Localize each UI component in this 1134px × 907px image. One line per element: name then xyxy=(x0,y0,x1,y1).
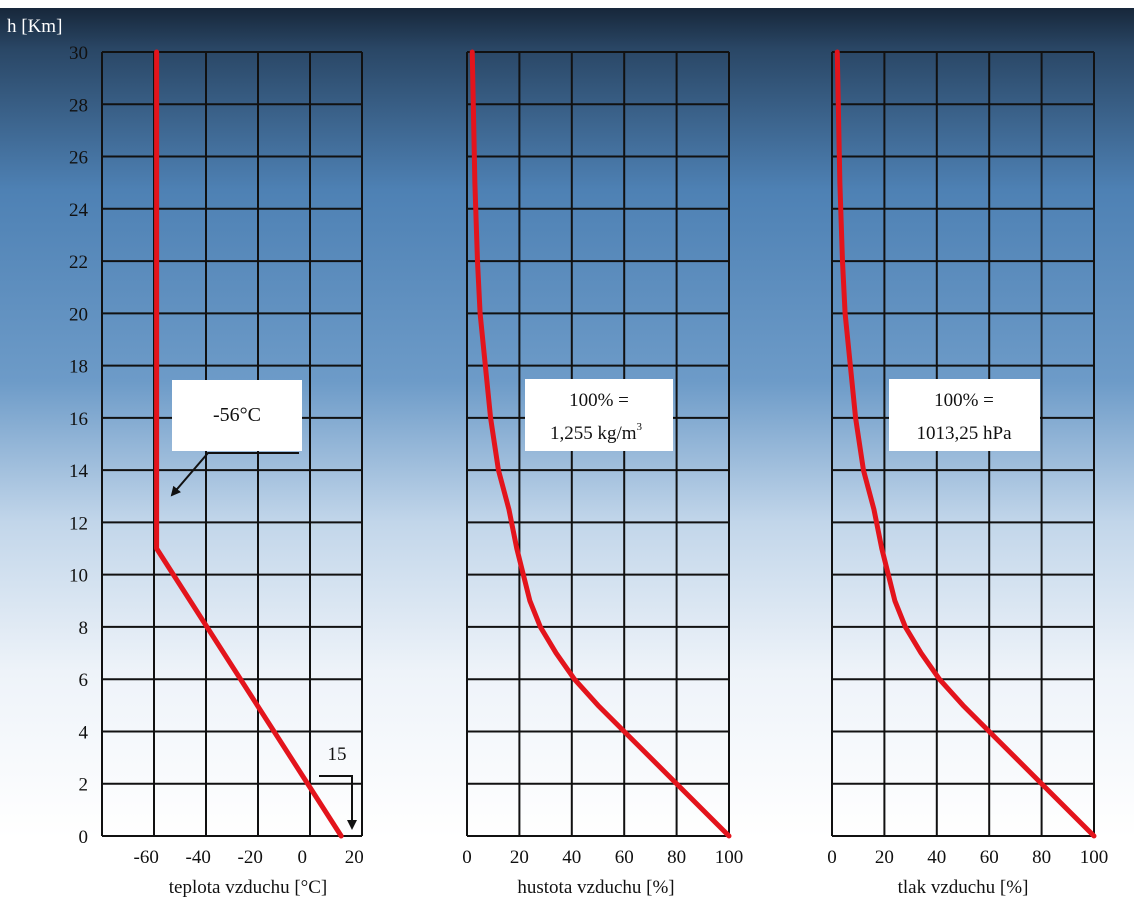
y-tick-label: 26 xyxy=(69,148,88,169)
y-tick-label: 22 xyxy=(69,252,88,273)
x-tick-label: 80 xyxy=(1032,847,1051,868)
surface-value-arrow xyxy=(319,775,357,830)
temperature-annotation-text: -56°C xyxy=(213,404,261,426)
y-tick-label: 2 xyxy=(79,775,89,796)
y-tick-label: 28 xyxy=(69,95,88,116)
pressure-annotation: 100% = 1013,25 hPa xyxy=(889,379,1040,451)
y-tick-label: 20 xyxy=(69,304,88,325)
profile-curve xyxy=(834,49,1097,839)
density-annotation-line1: 100% = xyxy=(569,390,629,411)
surface-annotation: 15 xyxy=(319,744,357,830)
profile-curve xyxy=(154,49,344,839)
y-tick-label: 30 xyxy=(69,43,88,64)
density-annotation-superscript: 3 xyxy=(637,421,643,433)
profile-curve xyxy=(469,49,732,839)
y-tick-label: 4 xyxy=(79,722,89,743)
x-tick-label: 60 xyxy=(615,847,634,868)
x-tick-label: 20 xyxy=(875,847,894,868)
density-panel: 0 20 40 60 80 100 hustota vzduchu [%] xyxy=(462,49,744,898)
density-annotation-unit: 1,255 kg/m xyxy=(550,423,637,444)
y-tick-label: 0 xyxy=(79,827,89,848)
x-tick-label: -40 xyxy=(186,847,211,868)
density-annotation-box xyxy=(525,379,673,451)
temperature-annotation-box xyxy=(172,380,302,451)
x-tick-label: 100 xyxy=(715,847,744,868)
x-tick-label: -20 xyxy=(238,847,263,868)
y-tick-label: 6 xyxy=(79,670,89,691)
x-axis-title: tlak vzduchu [%] xyxy=(898,877,1029,898)
x-tick-label: 0 xyxy=(297,847,307,868)
x-tick-label: -60 xyxy=(134,847,159,868)
y-axis-title: h [Km] xyxy=(7,16,62,37)
y-tick-label: 18 xyxy=(69,357,88,378)
y-tick-label: 24 xyxy=(69,200,89,221)
x-tick-label: 0 xyxy=(827,847,837,868)
density-annotation-line2: 1,255 kg/m3 xyxy=(550,421,643,444)
y-tick-label: 10 xyxy=(69,566,88,587)
temperature-annotation: -56°C xyxy=(170,380,302,497)
x-tick-label: 40 xyxy=(927,847,946,868)
y-tick-label: 14 xyxy=(69,461,89,482)
x-tick-label: 0 xyxy=(462,847,472,868)
x-tick-label: 20 xyxy=(510,847,529,868)
bottom-band xyxy=(0,838,1134,902)
temperature-annotation-arrow xyxy=(170,452,299,497)
pressure-annotation-box xyxy=(889,379,1040,451)
y-tick-label: 12 xyxy=(69,513,88,534)
x-tick-label: 40 xyxy=(562,847,581,868)
x-axis-title: teplota vzduchu [°C] xyxy=(169,877,328,898)
x-axis-title: hustota vzduchu [%] xyxy=(517,877,674,898)
density-annotation: 100% = 1,255 kg/m3 xyxy=(525,379,673,451)
x-tick-label: 60 xyxy=(980,847,999,868)
surface-value-label: 15 xyxy=(328,744,347,765)
y-tick-label: 16 xyxy=(69,409,88,430)
pressure-annotation-line2: 1013,25 hPa xyxy=(917,423,1013,444)
y-tick-label: 8 xyxy=(79,618,89,639)
x-tick-label: 100 xyxy=(1080,847,1109,868)
x-tick-label: 20 xyxy=(345,847,364,868)
pressure-annotation-line1: 100% = xyxy=(934,390,994,411)
temperature-panel: -60 -40 -20 0 20 teplota vzduchu [°C] xyxy=(101,49,364,898)
x-tick-label: 80 xyxy=(667,847,686,868)
